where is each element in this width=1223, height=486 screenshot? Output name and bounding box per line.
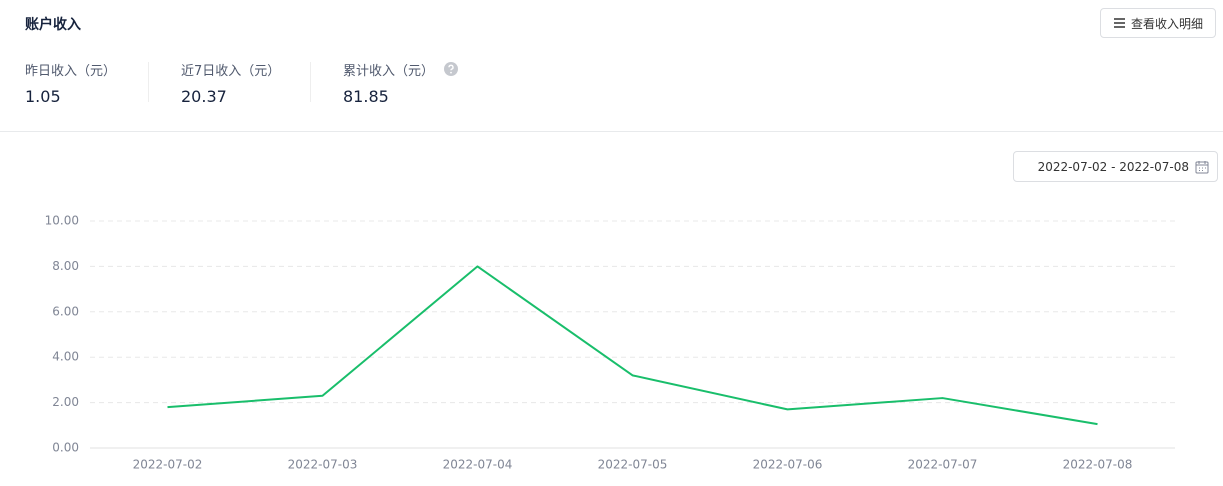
button-label: 查看收入明细	[1130, 16, 1203, 31]
y-tick-label: 2.00	[52, 395, 79, 409]
line	[167, 265, 1098, 426]
page-title: 账户收入	[25, 17, 81, 33]
x-tick-label: 2022-07-07	[908, 458, 978, 472]
stat-label: 累计收入（元）	[343, 64, 435, 79]
x-tick-label: 2022-07-02	[133, 458, 203, 472]
stat: 近7日收入（元） 20.37	[181, 60, 280, 106]
divider	[310, 62, 311, 102]
separator	[0, 131, 1223, 132]
x-tick-label: 2022-07-04	[443, 458, 513, 472]
x-tick-label: 2022-07-05	[598, 458, 668, 472]
y-tick-label: 8.00	[52, 259, 79, 273]
chart: 0.00 2.00 4.00 6.00 8.00 10.00 2022-07-02 2022-…	[45, 214, 1175, 472]
stat: 累计收入（元） 81.85	[343, 60, 434, 106]
stat-label: 近7日收入（元）	[181, 64, 281, 79]
divider	[148, 62, 149, 102]
stat-label: 昨日收入（元）	[25, 64, 117, 79]
y-tick-label: 0.00	[52, 441, 79, 455]
help-icon[interactable]	[444, 62, 458, 76]
x-tick-label: 2022-07-03	[288, 458, 358, 472]
calendar-icon	[1195, 160, 1209, 173]
income-detail-button[interactable]: 查看收入明细	[1100, 8, 1216, 38]
stat-value: 20.37	[181, 87, 227, 106]
stat-value: 1.05	[25, 87, 61, 106]
y-tick-label: 4.00	[52, 350, 79, 364]
date-range: 2022-07-02 - 2022-07-08	[1037, 159, 1189, 174]
x-tick-label: 2022-07-08	[1063, 458, 1133, 472]
x-tick-label: 2022-07-06	[753, 458, 823, 472]
y-tick-label: 6.00	[52, 304, 79, 318]
stat: 昨日收入（元） 1.05	[25, 60, 116, 106]
stat-value: 81.85	[343, 87, 389, 106]
date-range-picker[interactable]: 2022-07-02 - 2022-07-08	[1013, 151, 1218, 182]
list-icon	[1113, 18, 1125, 28]
y-tick-label: 10.00	[45, 214, 79, 228]
